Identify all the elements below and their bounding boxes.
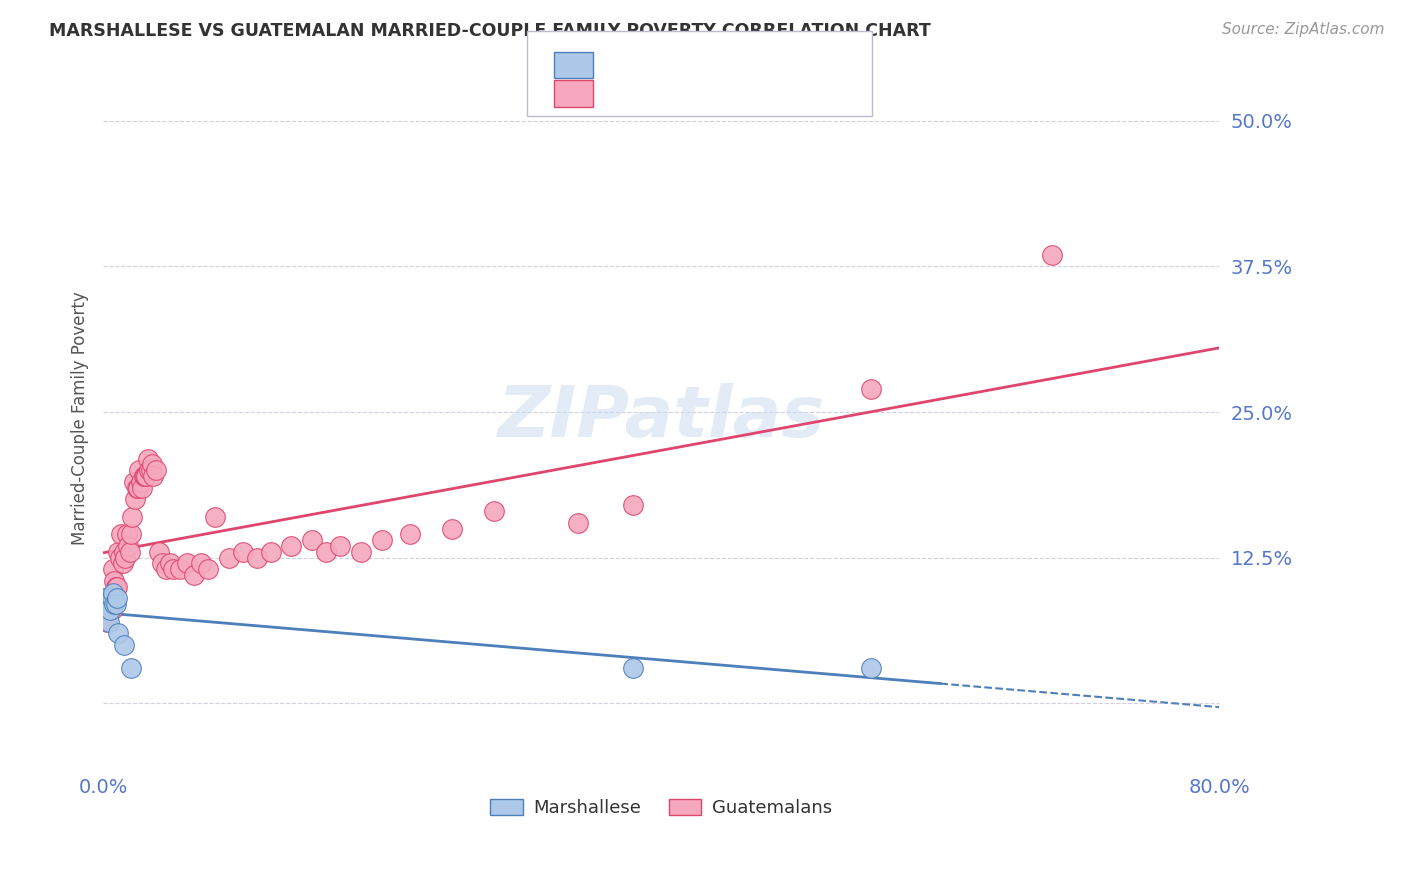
Point (103, 597, 125, 611)
Point (96, 615, 118, 629)
Point (107, 545, 129, 559)
Point (128, 463, 150, 477)
Point (96, 591, 118, 606)
Point (100, 603, 122, 617)
Text: Source: ZipAtlas.com: Source: ZipAtlas.com (1222, 22, 1385, 37)
Point (315, 545, 337, 559)
Point (93, 591, 115, 606)
Point (112, 545, 135, 559)
Point (101, 562, 124, 576)
Point (134, 469, 156, 483)
Text: ZIPatlas: ZIPatlas (498, 384, 825, 452)
Point (159, 557, 181, 571)
Point (121, 509, 143, 524)
Point (110, 527, 132, 541)
Point (93, 608, 115, 623)
Point (1040, 248, 1063, 262)
Point (132, 469, 155, 483)
Point (859, 661, 882, 675)
Point (155, 562, 177, 576)
Point (98, 603, 121, 617)
Text: 65: 65 (762, 85, 787, 103)
Point (232, 545, 254, 559)
Point (94, 603, 117, 617)
Point (120, 661, 142, 675)
Text: N =: N = (723, 85, 762, 103)
Point (120, 527, 142, 541)
Point (125, 481, 148, 495)
Point (97, 597, 120, 611)
Point (114, 550, 136, 565)
Point (141, 458, 163, 472)
Point (135, 469, 157, 483)
Point (280, 539, 302, 553)
Point (169, 562, 191, 576)
Text: -0.251: -0.251 (650, 56, 714, 74)
Legend: Marshallese, Guatemalans: Marshallese, Guatemalans (484, 792, 839, 824)
Point (350, 545, 373, 559)
Point (371, 533, 394, 548)
Point (176, 557, 198, 571)
Point (621, 498, 644, 512)
Point (118, 545, 141, 559)
Point (115, 527, 138, 541)
Point (105, 591, 128, 606)
Point (399, 527, 422, 541)
Point (124, 492, 146, 507)
Text: R =: R = (607, 56, 647, 74)
Point (142, 469, 165, 483)
Point (105, 580, 128, 594)
Point (197, 562, 219, 576)
Point (246, 550, 269, 565)
Point (97, 615, 120, 629)
Point (100, 591, 122, 606)
Point (138, 463, 160, 477)
Point (139, 463, 162, 477)
Point (301, 533, 323, 548)
Point (127, 481, 149, 495)
Point (108, 550, 131, 565)
Text: R =: R = (607, 85, 647, 103)
Point (131, 481, 153, 495)
Point (162, 562, 184, 576)
Point (218, 550, 240, 565)
Y-axis label: Married-Couple Family Poverty: Married-Couple Family Poverty (72, 291, 89, 545)
Point (111, 557, 134, 571)
Point (148, 545, 170, 559)
Point (101, 585, 124, 599)
Point (204, 509, 226, 524)
Point (104, 597, 127, 611)
Point (183, 568, 205, 582)
Point (150, 557, 173, 571)
Text: 0.415: 0.415 (650, 85, 713, 103)
Point (122, 475, 145, 489)
Text: 13: 13 (762, 56, 787, 74)
Point (103, 574, 125, 588)
Point (117, 539, 139, 553)
Point (145, 463, 167, 477)
Text: N =: N = (723, 56, 762, 74)
Point (98, 591, 121, 606)
Point (859, 382, 882, 396)
Point (112, 638, 135, 652)
Point (129, 475, 152, 489)
Point (136, 451, 159, 466)
Point (567, 516, 589, 530)
Text: MARSHALLESE VS GUATEMALAN MARRIED-COUPLE FAMILY POVERTY CORRELATION CHART: MARSHALLESE VS GUATEMALAN MARRIED-COUPLE… (49, 22, 931, 40)
Point (440, 522, 463, 536)
Point (621, 661, 644, 675)
Point (259, 545, 281, 559)
Point (329, 539, 352, 553)
Point (107, 626, 129, 640)
Point (190, 557, 212, 571)
Point (482, 504, 505, 518)
Point (94, 597, 117, 611)
Point (104, 580, 127, 594)
